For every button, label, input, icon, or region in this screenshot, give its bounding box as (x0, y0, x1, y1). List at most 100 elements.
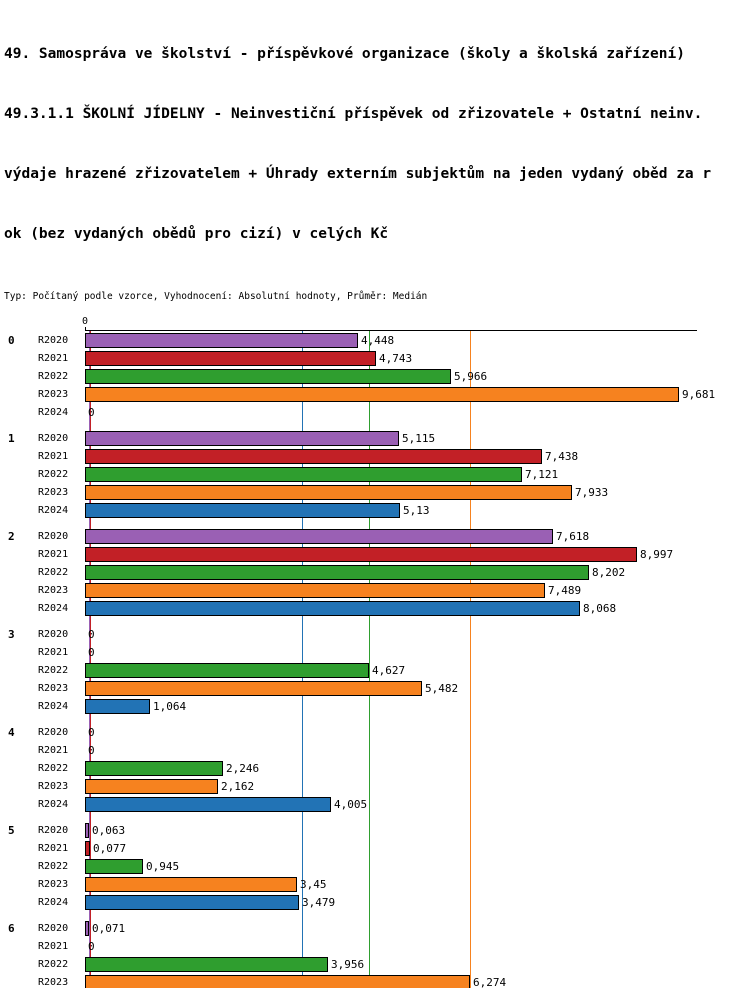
chart-title-line-2: 49.3.1.1 ŠKOLNÍ JÍDELNY - Neinvestiční p… (4, 106, 703, 122)
bar-value-label: 0 (88, 405, 95, 419)
bar-group-5: 5 R2020 0,063 R2021 0,077 R2022 0,945 R2023 3,45… (0, 821, 750, 911)
bar-R2024-3 (85, 698, 150, 714)
series-label: R2021 (38, 940, 69, 952)
bar-zone: 0,063 (85, 821, 750, 839)
bar-value-label: 0 (88, 645, 95, 659)
bar-value-label: 3,479 (302, 895, 336, 909)
bar-zone: 7,489 (85, 581, 750, 599)
series-label: R2024 (38, 406, 69, 418)
series-label: R2023 (38, 780, 69, 792)
series-label: R2022 (38, 370, 69, 382)
series-label: R2020 (38, 726, 69, 738)
bar-row-R2020-3: 3 R2020 0 (0, 625, 750, 643)
bar-row-R2021-3: R2021 0 (0, 643, 750, 661)
bar-zone: 0 (85, 625, 750, 643)
top-axis: 0 (0, 315, 750, 331)
bar-group-6: 6R20200,071R20210R20223,956R20236,274R20… (0, 919, 750, 988)
bar-R2023-6 (85, 974, 470, 988)
bar-value-label: 2,246 (226, 761, 260, 775)
bar-R2023-5 (85, 876, 297, 892)
bar-value-label: 4,627 (372, 663, 406, 677)
group-label: 6 (8, 921, 15, 935)
bar-zone: 8,068 (85, 599, 750, 617)
bar-value-label: 5,115 (402, 431, 436, 445)
bar-zone: 8,202 (85, 563, 750, 581)
bar-zone: 0,077 (85, 839, 750, 857)
bar-row-R2021-6: R2021 0 (0, 937, 750, 955)
bar-zone: 2,246 (85, 759, 750, 777)
bar-group-4: 4 R2020 0 R2021 0 R2022 2,246 R2023 2,162 R2024 4,… (0, 723, 750, 813)
bar-row-R2023-2: R2023 7,489 (0, 581, 750, 599)
bar-value-label: 0 (88, 725, 95, 739)
bar-R2021-5 (85, 840, 90, 856)
bar-R2021-1 (85, 448, 542, 464)
bar-zone: 4,627 (85, 661, 750, 679)
series-label: R2023 (38, 388, 69, 400)
chart-title: 49. Samospráva ve školství - příspěvkové… (0, 0, 750, 284)
bar-R2023-4 (85, 778, 218, 794)
bar-R2024-5 (85, 894, 299, 910)
bar-value-label: 0 (88, 743, 95, 757)
bar-R2023-2 (85, 582, 545, 598)
bar-row-R2024-4: R2024 4,005 (0, 795, 750, 813)
bar-zone: 6,274 (85, 973, 750, 988)
bar-zone: 3,45 (85, 875, 750, 893)
axis-line (85, 330, 697, 331)
series-label: R2020 (38, 628, 69, 640)
series-label: R2020 (38, 432, 69, 444)
bar-row-R2023-0: R2023 9,681 (0, 385, 750, 403)
bar-row-R2022-0: R2022 5,966 (0, 367, 750, 385)
bar-zone: 4,743 (85, 349, 750, 367)
series-label: R2021 (38, 842, 69, 854)
bar-row-R2021-0: R2021 4,743 (0, 349, 750, 367)
bar-row-R2020-5: 5 R2020 0,063 (0, 821, 750, 839)
group-label: 3 (8, 627, 15, 641)
bar-group-0: 0 R2020 4,448 R2021 4,743 R2022 5,966 R2023 9,68… (0, 331, 750, 421)
group-label: 1 (8, 431, 15, 445)
bar-zone: 0 (85, 937, 750, 955)
series-label: R2022 (38, 860, 69, 872)
bar-R2022-1 (85, 466, 522, 482)
bar-value-label: 4,005 (334, 797, 368, 811)
bar-zone: 4,005 (85, 795, 750, 813)
bar-row-R2023-4: R2023 2,162 (0, 777, 750, 795)
bar-row-R2021-4: R2021 0 (0, 741, 750, 759)
bar-R2020-1 (85, 430, 399, 446)
bar-zone: 0 (85, 403, 750, 421)
bar-R2024-4 (85, 796, 331, 812)
bar-R2021-0 (85, 350, 376, 366)
bar-row-R2023-1: R2023 7,933 (0, 483, 750, 501)
bar-row-R2022-2: R2022 8,202 (0, 563, 750, 581)
series-label: R2020 (38, 824, 69, 836)
bar-R2021-2 (85, 546, 637, 562)
bar-zone: 7,438 (85, 447, 750, 465)
bar-zone: 7,933 (85, 483, 750, 501)
bar-value-label: 7,933 (575, 485, 609, 499)
series-label: R2022 (38, 664, 69, 676)
bar-value-label: 5,482 (425, 681, 459, 695)
bar-R2024-1 (85, 502, 400, 518)
bar-row-R2024-2: R2024 8,068 (0, 599, 750, 617)
bar-row-R2020-4: 4 R2020 0 (0, 723, 750, 741)
series-label: R2021 (38, 548, 69, 560)
bar-zone: 0 (85, 723, 750, 741)
bar-value-label: 9,681 (682, 387, 716, 401)
bar-row-R2020-2: 2 R2020 7,618 (0, 527, 750, 545)
bar-value-label: 0,063 (92, 823, 126, 837)
bar-zone: 5,115 (85, 429, 750, 447)
bar-zone: 3,479 (85, 893, 750, 911)
bar-R2022-2 (85, 564, 589, 580)
bar-value-label: 5,966 (454, 369, 488, 383)
series-label: R2021 (38, 646, 69, 658)
bar-row-R2024-0: R2024 0 (0, 403, 750, 421)
group-label: 2 (8, 529, 15, 543)
series-label: R2021 (38, 450, 69, 462)
bar-value-label: 5,13 (403, 503, 430, 517)
bar-group-2: 2 R2020 7,618 R2021 8,997 R2022 8,202 R2023 7,48… (0, 527, 750, 617)
bar-row-R2023-6: R2023 6,274 (0, 973, 750, 988)
bar-zone: 5,13 (85, 501, 750, 519)
group-label: 4 (8, 725, 15, 739)
series-label: R2022 (38, 762, 69, 774)
bar-R2024-2 (85, 600, 580, 616)
series-label: R2020 (38, 530, 69, 542)
